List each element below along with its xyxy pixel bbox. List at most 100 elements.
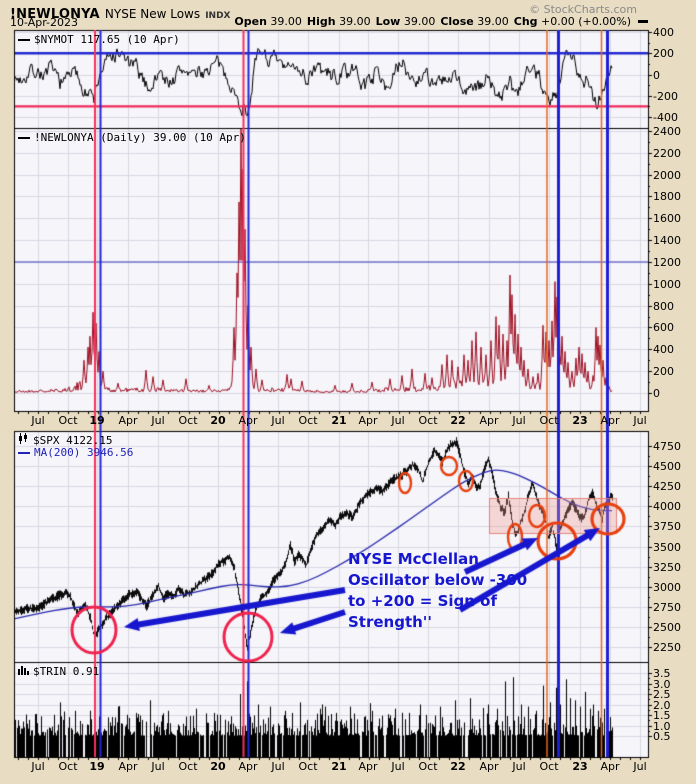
x-axis-label: Oct	[418, 414, 438, 427]
y-axis-label: 3.5	[653, 667, 671, 680]
y-axis-label: -200	[653, 90, 678, 103]
y-axis-label: 600	[653, 321, 674, 334]
annotation-line: Strength''	[348, 613, 432, 631]
x-axis-label: 22	[450, 414, 466, 427]
x-axis-label: Jul	[633, 414, 647, 427]
nymot-legend: $NYMOT 117.65 (10 Apr)	[18, 33, 180, 46]
x-axis-label: 23	[572, 414, 588, 427]
x-axis-label: Apr	[238, 760, 258, 773]
line-dash-icon	[18, 451, 30, 454]
y-axis-label: 0	[653, 69, 660, 82]
line-dash-icon	[18, 38, 30, 41]
y-axis-label: 1000	[653, 278, 681, 291]
y-axis-label: 3750	[653, 520, 681, 533]
x-axis-label: Jul	[271, 760, 285, 773]
y-axis-label: 2750	[653, 601, 681, 614]
x-axis-label: Jul	[151, 760, 165, 773]
x-axis-label: Oct	[58, 414, 78, 427]
y-axis-label: 2.0	[653, 699, 671, 712]
low-label: Low	[375, 15, 401, 28]
annotation-line: Oscillator below -300	[348, 571, 528, 589]
y-axis-label: 1.0	[653, 720, 671, 733]
chg-value: +0.00 (+0.00%)	[541, 15, 631, 28]
x-axis-label: 20	[210, 760, 226, 773]
newlonya-legend: !NEWLONYA (Daily) 39.00 (10 Apr)	[18, 131, 246, 144]
x-axis-label: Jul	[31, 414, 45, 427]
trin-legend: $TRIN 0.91	[18, 665, 99, 678]
x-axis-label: Oct	[178, 760, 198, 773]
x-axis-label: Jul	[512, 760, 526, 773]
y-axis-label: 1800	[653, 190, 681, 203]
high-value: 39.00	[339, 15, 371, 28]
x-axis-label: Apr	[118, 414, 138, 427]
x-axis-label: Oct	[418, 760, 438, 773]
y-axis-label: -400	[653, 111, 678, 124]
y-axis-label: 3500	[653, 541, 681, 554]
y-axis-label: 2000	[653, 169, 681, 182]
y-axis-label: 200	[653, 365, 674, 378]
y-axis-label: 3250	[653, 561, 681, 574]
close-label: Close	[440, 15, 474, 28]
ma-legend-text: MA(200) 3946.56	[34, 446, 134, 459]
y-axis-label: 1200	[653, 256, 681, 269]
x-axis-label: 22	[450, 760, 466, 773]
y-axis-label: 4500	[653, 460, 681, 473]
x-axis-label: 19	[89, 760, 105, 773]
x-axis-label: 23	[572, 760, 588, 773]
y-axis-label: 0	[653, 387, 660, 400]
x-axis-label: Jul	[633, 760, 647, 773]
y-axis-label: 1.5	[653, 709, 671, 722]
histogram-icon	[18, 665, 29, 678]
header-title-row: !NEWLONYA NYSE New Lows INDX	[10, 3, 231, 22]
newlonya-legend-text: !NEWLONYA (Daily) 39.00 (10 Apr)	[34, 131, 246, 144]
copyright: © StockCharts.com	[529, 3, 637, 16]
chart-date: 10-Apr-2023	[10, 16, 79, 29]
annotation-line: NYSE McClellan	[348, 550, 479, 568]
close-color-swatch-icon	[638, 20, 648, 23]
high-label: High	[306, 15, 336, 28]
annotation-text: NYSE McClellan Oscillator below -300 to …	[348, 549, 527, 633]
x-axis-label: Jul	[271, 414, 285, 427]
x-axis-label: Apr	[118, 760, 138, 773]
ma-legend: MA(200) 3946.56	[18, 446, 133, 459]
x-axis-label: 21	[331, 760, 347, 773]
x-axis-label: Apr	[238, 414, 258, 427]
x-axis-label: Oct	[539, 414, 559, 427]
low-value: 39.00	[403, 15, 436, 28]
y-axis-label: 200	[653, 47, 674, 60]
x-axis-label: 20	[210, 414, 226, 427]
x-axis-label: Jul	[31, 760, 45, 773]
x-axis-label: Oct	[58, 760, 78, 773]
y-axis-label: 3000	[653, 581, 681, 594]
x-axis-label: Jul	[391, 760, 405, 773]
x-axis-label: 19	[89, 414, 105, 427]
y-axis-label: 4750	[653, 440, 681, 453]
x-axis-label: Apr	[600, 414, 620, 427]
y-axis-label: 1600	[653, 212, 681, 225]
open-label: Open	[234, 15, 267, 28]
open-value: 39.00	[270, 15, 302, 28]
chg-label: Chg	[513, 15, 538, 28]
x-axis-label: Apr	[358, 414, 378, 427]
trin-legend-text: $TRIN 0.91	[33, 665, 100, 678]
y-axis-label: 4250	[653, 480, 681, 493]
x-axis-label: Apr	[479, 760, 499, 773]
nymot-legend-text: $NYMOT 117.65 (10 Apr)	[34, 33, 180, 46]
x-axis-label: Apr	[600, 760, 620, 773]
y-axis-label: 400	[653, 343, 674, 356]
line-dash-icon	[18, 136, 30, 139]
y-axis-label: 2.5	[653, 688, 671, 701]
x-axis-label: Oct	[178, 414, 198, 427]
x-axis-label: Oct	[298, 414, 318, 427]
y-axis-label: 2200	[653, 147, 681, 160]
symbol-name: NYSE New Lows	[104, 7, 201, 21]
candlestick-icon	[18, 433, 29, 447]
x-axis-label: Apr	[358, 760, 378, 773]
y-axis-label: 0.5	[653, 730, 671, 743]
x-axis-label: Jul	[151, 414, 165, 427]
y-axis-label: 2250	[653, 641, 681, 654]
y-axis-label: 400	[653, 26, 674, 39]
symbol-exchange: INDX	[205, 11, 231, 21]
